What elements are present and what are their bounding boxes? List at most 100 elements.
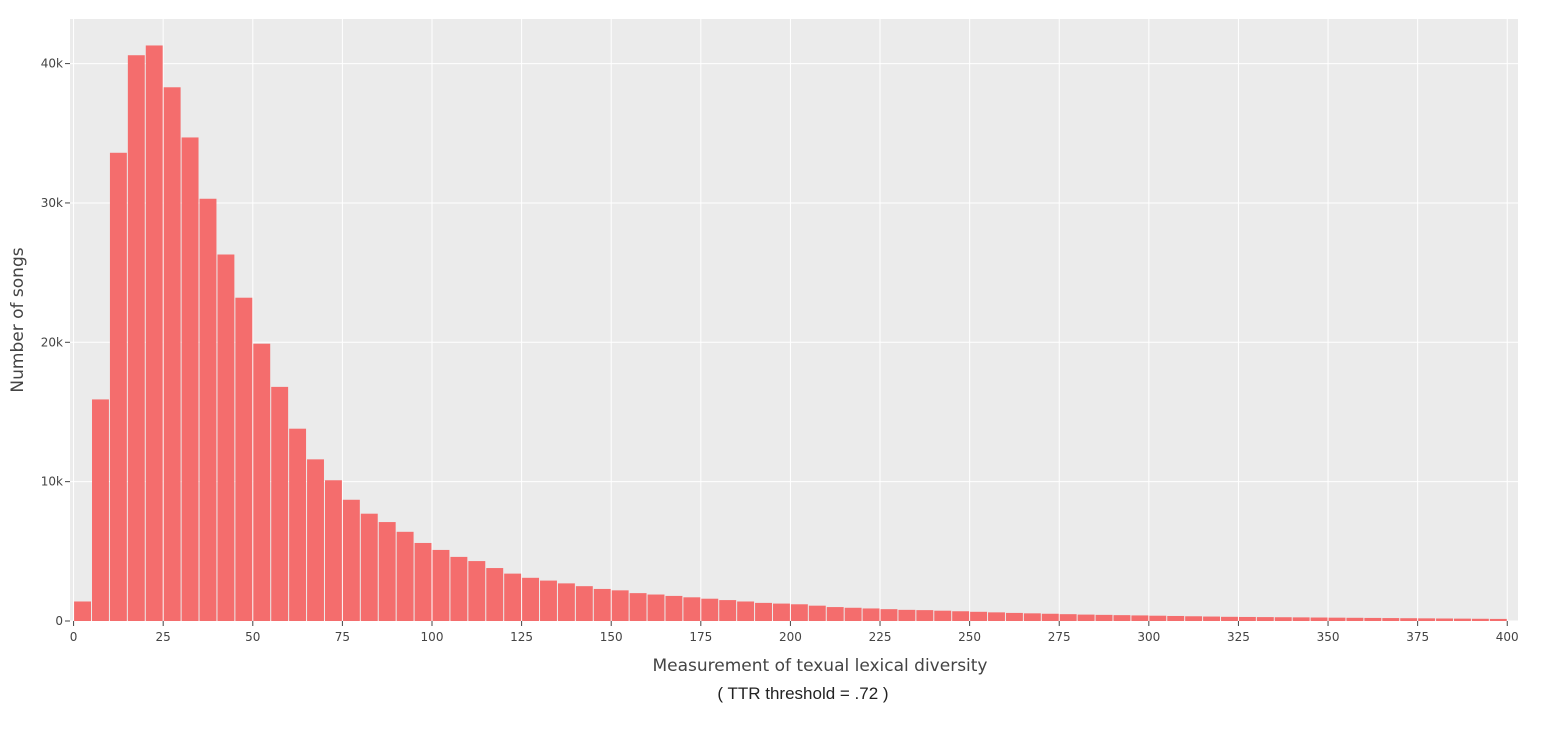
histogram-bar [342,499,360,621]
histogram-bar [1005,612,1023,621]
histogram-bar [557,583,575,621]
x-tick-label: 350 [1317,630,1340,644]
x-tick-label: 100 [421,630,444,644]
x-tick-label: 225 [869,630,892,644]
histogram-bar [1489,618,1507,621]
histogram-bar [127,55,145,621]
histogram-bar [1059,614,1077,621]
histogram-bar [109,152,127,621]
histogram-bar [1203,616,1221,621]
histogram-bar [1095,614,1113,621]
histogram-bar [1274,617,1292,621]
histogram-bar [432,549,450,621]
histogram-bar [611,590,629,621]
x-tick-label: 175 [689,630,712,644]
histogram-bar [486,568,504,621]
histogram-bar [360,513,378,621]
x-axis-title: Measurement of texual lexical diversity [653,656,988,676]
histogram-bar [1364,617,1382,621]
histogram-bar [683,597,701,621]
histogram-bar [145,45,163,621]
histogram-bar [755,602,772,621]
histogram-bar [701,598,719,621]
histogram-bar [289,428,307,621]
histogram-bar [1113,615,1131,621]
histogram-bar [1077,614,1095,621]
histogram-bar [952,611,970,621]
histogram-bar [307,459,324,621]
histogram-bar [1256,617,1274,621]
histogram-bar [808,605,826,621]
histogram-bar [1436,618,1453,621]
histogram-bar [898,609,916,621]
histogram-bar [862,608,880,621]
histogram-bar [719,600,737,621]
histogram-bar [1453,618,1471,621]
histogram-bar [468,561,486,621]
x-axis-subtitle: ( TTR threshold = .72 ) [717,684,888,703]
y-tick-label: 0 [55,614,63,628]
histogram-bar [1221,616,1238,621]
histogram-bar [163,87,181,621]
histogram-bar [1382,618,1400,621]
bar-series [74,45,1507,621]
x-tick-label: 0 [70,630,78,644]
histogram-bar [540,580,557,621]
x-tick-label: 400 [1496,630,1519,644]
histogram-bar [1400,618,1418,621]
histogram-bar [74,601,92,621]
histogram-bar [790,604,808,621]
x-tick-label: 200 [779,630,802,644]
histogram-bar [970,611,988,621]
histogram-bar [880,609,898,621]
histogram-bar [522,577,540,621]
histogram-bar [826,607,844,621]
histogram-bar [988,612,1005,621]
histogram-bar [1185,616,1203,621]
y-tick-label: 30k [41,196,63,210]
y-tick-label: 40k [41,57,63,71]
histogram-bar [199,198,217,621]
histogram-bar [414,542,432,621]
histogram-bar [772,603,790,621]
histogram-bar [217,254,235,621]
histogram-bar [934,610,952,621]
histogram-bar [1328,617,1346,621]
histogram-bar [1418,618,1436,621]
histogram-bar [92,399,109,621]
histogram-bar [181,137,199,621]
histogram-bar [1310,617,1328,621]
histogram-bar [575,586,593,621]
histogram-bar [665,595,683,621]
histogram-bar [647,594,665,621]
histogram-bar [396,531,414,621]
histogram-bar [1023,613,1041,621]
x-tick-label: 250 [958,630,981,644]
y-tick-label: 10k [41,475,63,489]
histogram-bar [235,297,253,621]
x-tick-label: 375 [1406,630,1429,644]
y-axis-title: Number of songs [8,247,28,392]
histogram-bar [916,610,934,621]
histogram-bar [253,343,271,621]
x-tick-label: 75 [335,630,350,644]
histogram-bar [1292,617,1310,621]
histogram-bar [1238,616,1256,621]
histogram-bar [324,480,342,621]
x-tick-label: 150 [600,630,623,644]
histogram-bar [844,607,862,621]
histogram-bar [271,386,289,621]
y-tick-label: 20k [41,335,63,349]
histogram-bar [1149,615,1167,621]
histogram-bar [378,522,396,621]
histogram-bar [450,556,468,621]
histogram-bar [1131,615,1149,621]
histogram-bar [504,573,522,621]
x-tick-label: 325 [1227,630,1250,644]
histogram-bar [1041,613,1059,621]
grid-lines [70,19,1518,622]
x-tick-label: 50 [245,630,260,644]
x-axis-ticks: 0 25 50 75 100 125 150 175 200 225 250 275 300 325 350… [70,621,1519,644]
histogram-bar [1346,617,1364,621]
